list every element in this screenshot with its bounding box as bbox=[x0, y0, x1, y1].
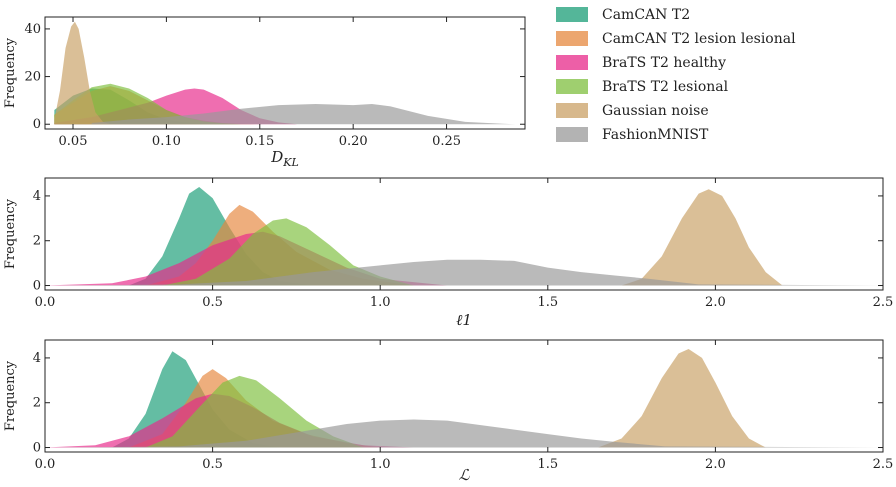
x-tick-label: 1.5 bbox=[537, 295, 558, 310]
axes-frame bbox=[44, 16, 526, 130]
x-tick-label: 0.05 bbox=[59, 134, 88, 149]
y-tick-label: 4 bbox=[33, 189, 41, 204]
y-tick-label: 4 bbox=[33, 351, 41, 366]
legend-swatch-camcan-t2-lesion-lesional bbox=[556, 31, 588, 46]
panel-3: 0.0 0.5 1.0 1.5 2.0 2.5 0 2 4 Frequency ℒ bbox=[3, 339, 894, 484]
y-tick-label: 2 bbox=[33, 234, 41, 249]
legend-label-fashionmnist: FashionMNIST bbox=[602, 127, 709, 143]
area-fashionmnist bbox=[45, 419, 883, 448]
legend-label-brats-t2-lesional: BraTS T2 lesional bbox=[602, 79, 729, 95]
legend-swatch-camcan-t2 bbox=[556, 7, 588, 22]
legend-label-camcan-t2-lesion-lesional: CamCAN T2 lesion lesional bbox=[602, 31, 796, 47]
series-group bbox=[54, 21, 516, 125]
legend-label-gaussian-noise: Gaussian noise bbox=[602, 103, 709, 119]
x-tick-label: 2.0 bbox=[705, 295, 726, 310]
legend-swatch-fashionmnist bbox=[556, 127, 588, 142]
y-tick-label: 2 bbox=[33, 396, 41, 411]
panel-2: 0.0 0.5 1.0 1.5 2.0 2.5 0 2 4 Frequency ℓ1 bbox=[3, 177, 894, 329]
legend: CamCAN T2 CamCAN T2 lesion lesional BraTS … bbox=[556, 7, 796, 143]
x-tick-label: 0.5 bbox=[202, 295, 223, 310]
area-brats-t2-lesional bbox=[54, 83, 242, 125]
x-tick-label: 2.0 bbox=[705, 457, 726, 472]
area-fashionmnist bbox=[45, 259, 883, 286]
x-tick-label: 0.10 bbox=[152, 134, 181, 149]
x-tick-label: 1.0 bbox=[370, 457, 391, 472]
axes-frame bbox=[44, 177, 884, 291]
x-tick-label: 2.5 bbox=[873, 295, 894, 310]
x-tick-label: 1.0 bbox=[370, 295, 391, 310]
legend-swatch-brats-t2-lesional bbox=[556, 79, 588, 94]
x-axis-label: ℓ1 bbox=[456, 311, 472, 329]
series-group bbox=[45, 186, 883, 286]
legend-swatch-brats-t2-healthy bbox=[556, 55, 588, 70]
series-group bbox=[45, 348, 883, 448]
legend-label-brats-t2-healthy: BraTS T2 healthy bbox=[602, 55, 726, 71]
x-tick-label: 0.0 bbox=[35, 295, 56, 310]
y-tick-label: 0 bbox=[33, 117, 41, 132]
y-axis-label: Frequency bbox=[3, 360, 18, 431]
x-tick-label: 0.15 bbox=[245, 134, 274, 149]
area-camcan-t2 bbox=[45, 186, 883, 286]
area-fashionmnist bbox=[91, 103, 516, 125]
y-axis-label: Frequency bbox=[3, 37, 18, 108]
area-gaussian-noise bbox=[54, 21, 111, 125]
x-tick-label: 0.0 bbox=[35, 457, 56, 472]
legend-label-camcan-t2: CamCAN T2 bbox=[602, 7, 690, 23]
y-axis-label: Frequency bbox=[3, 198, 18, 269]
legend-swatch-gaussian-noise bbox=[556, 103, 588, 118]
panel-1: 0.05 0.10 0.15 0.20 0.25 0 20 40 Frequency DKL bbox=[3, 16, 526, 169]
area-brats-t2-lesional bbox=[45, 375, 883, 448]
area-gaussian-noise bbox=[45, 348, 883, 448]
x-tick-label: 0.5 bbox=[202, 457, 223, 472]
x-axis-label: ℒ bbox=[459, 466, 471, 484]
axes-frame bbox=[44, 339, 884, 453]
y-tick-label: 0 bbox=[33, 279, 41, 294]
x-tick-label: 2.5 bbox=[873, 457, 894, 472]
x-axis-label: DKL bbox=[270, 148, 299, 169]
area-brats-t2-lesional bbox=[45, 218, 883, 286]
x-tick-label: 1.5 bbox=[537, 457, 558, 472]
area-gaussian-noise bbox=[45, 189, 883, 286]
y-tick-label: 40 bbox=[24, 22, 41, 37]
y-tick-label: 0 bbox=[33, 441, 41, 456]
x-tick-label: 0.20 bbox=[339, 134, 368, 149]
y-tick-label: 20 bbox=[24, 70, 41, 85]
x-tick-label: 0.25 bbox=[432, 134, 461, 149]
